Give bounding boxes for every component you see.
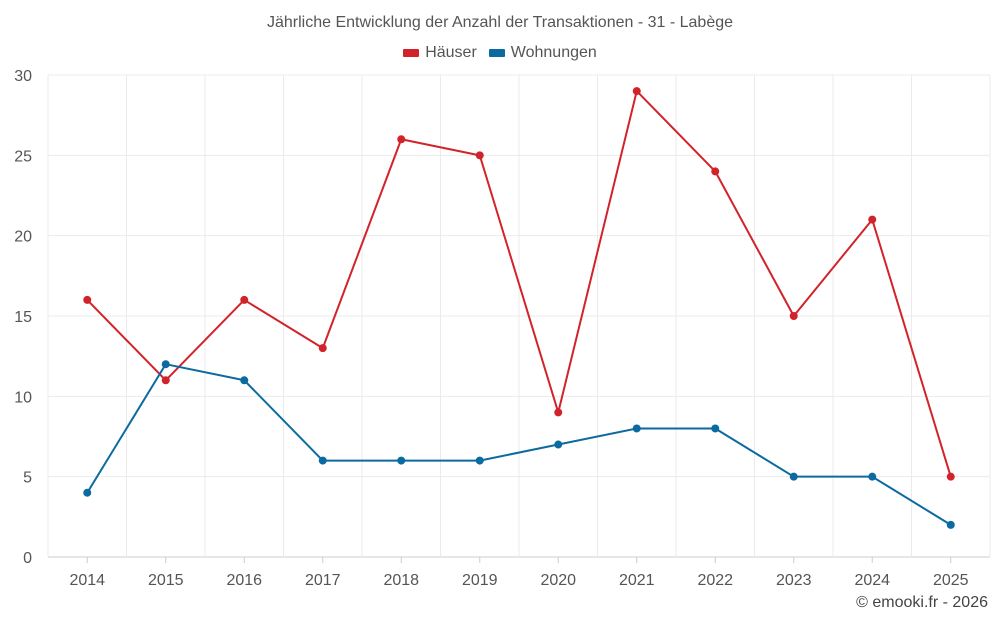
data-point-houses xyxy=(397,135,406,144)
legend-swatch-apartments xyxy=(488,49,505,57)
data-point-apartments xyxy=(240,376,249,385)
x-tick-label: 2018 xyxy=(383,572,419,589)
x-tick-label: 2015 xyxy=(148,572,184,589)
y-tick-label: 10 xyxy=(14,389,32,406)
legend-label-apartments: Wohnungen xyxy=(510,44,597,61)
y-tick-label: 20 xyxy=(14,229,32,246)
data-point-houses xyxy=(868,215,877,224)
chart-title: Jährliche Entwicklung der Anzahl der Tra… xyxy=(266,14,734,31)
data-point-houses xyxy=(711,167,720,176)
data-point-apartments xyxy=(318,456,327,465)
x-tick-label: 2017 xyxy=(305,572,341,589)
data-point-apartments xyxy=(554,440,563,449)
data-point-apartments xyxy=(632,424,641,433)
data-point-apartments xyxy=(868,472,877,481)
data-point-houses xyxy=(789,312,798,320)
credit-text: © emooki.fr - 2026 xyxy=(856,594,988,611)
x-tick-label: 2016 xyxy=(226,572,262,589)
data-point-houses xyxy=(240,295,249,304)
data-point-apartments xyxy=(946,520,955,529)
y-tick-label: 0 xyxy=(23,550,32,567)
y-tick-label: 15 xyxy=(14,309,32,326)
x-tick-label: 2014 xyxy=(69,572,105,589)
x-tick-label: 2020 xyxy=(540,572,576,589)
x-tick-label: 2023 xyxy=(776,572,812,589)
data-point-apartments xyxy=(83,488,92,497)
data-point-houses xyxy=(946,472,955,481)
x-tick-label: 2024 xyxy=(854,572,890,589)
legend-label-houses: Häuser xyxy=(425,44,477,61)
data-point-apartments xyxy=(475,456,484,465)
y-tick-label: 25 xyxy=(14,148,32,165)
x-tick-label: 2019 xyxy=(462,572,498,589)
x-tick-label: 2021 xyxy=(619,572,655,589)
legend: Häuser Wohnungen xyxy=(0,44,1000,62)
data-point-apartments xyxy=(161,360,170,369)
y-tick-label: 30 xyxy=(14,68,32,85)
data-point-houses xyxy=(632,87,641,96)
series-line-apartments xyxy=(86,363,952,526)
data-point-houses xyxy=(161,376,170,385)
data-point-apartments xyxy=(711,424,720,433)
data-point-houses xyxy=(318,344,327,353)
series-line-houses xyxy=(86,90,952,477)
legend-swatch-houses xyxy=(403,49,420,57)
data-point-houses xyxy=(475,151,484,160)
y-tick-label: 5 xyxy=(23,470,32,487)
legend-item-apartments[interactable]: Wohnungen xyxy=(488,44,597,62)
legend-item-houses[interactable]: Häuser xyxy=(403,44,477,62)
data-point-apartments xyxy=(397,456,406,465)
x-tick-label: 2022 xyxy=(697,572,733,589)
data-point-houses xyxy=(83,295,92,304)
data-point-houses xyxy=(554,408,563,417)
data-point-apartments xyxy=(789,472,798,481)
x-tick-label: 2025 xyxy=(933,572,969,589)
